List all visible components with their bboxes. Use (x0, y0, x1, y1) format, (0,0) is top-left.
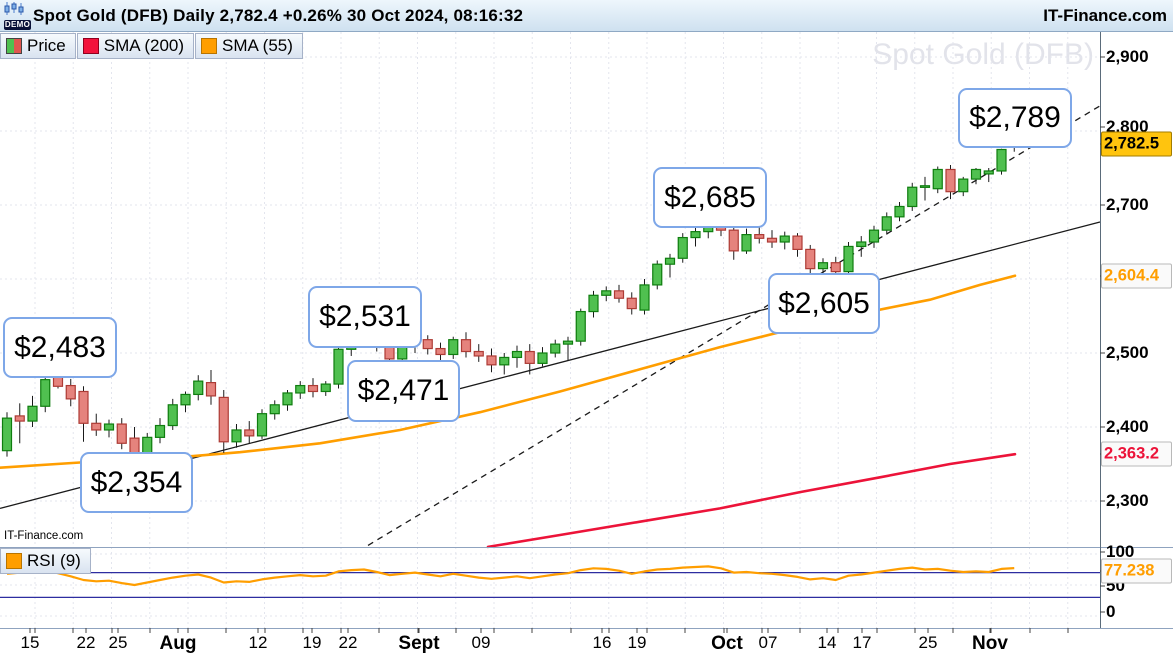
y-axis-tick: 2,500 (1106, 343, 1149, 362)
x-axis-month-label: Aug (159, 633, 197, 654)
pane-footnote: IT-Finance.com (1, 530, 87, 542)
x-axis-month-label: Sept (398, 633, 440, 654)
x-axis-day-label: 07 (758, 633, 778, 652)
rsi-axis-tick: 0 (1106, 602, 1116, 621)
legend-price-label: Price (27, 36, 66, 55)
x-axis-month-label: Oct (711, 633, 743, 654)
y-axis-tick: 2,800 (1106, 117, 1149, 136)
x-axis-month-label: Nov (972, 633, 1008, 654)
x-axis-day-label: 12 (248, 633, 268, 652)
header-bar: DEMO Spot Gold (DFB) Daily 2,782.4 +0.26… (0, 0, 1173, 32)
demo-candles-icon: DEMO (3, 2, 32, 30)
price-annotation[interactable]: $2,471 (347, 360, 460, 422)
price-annotation[interactable]: $2,483 (3, 317, 117, 378)
y-axis-tick: 2,900 (1106, 47, 1149, 66)
x-axis-day-label: 19 (627, 633, 647, 652)
rsi-legend-row: RSI (9) (0, 548, 91, 574)
y-axis-tick: 2,400 (1106, 417, 1149, 436)
x-axis-day-label: 15 (20, 633, 40, 652)
watermark: Spot Gold (DFB) (872, 38, 1094, 71)
price-annotation[interactable]: $2,605 (768, 273, 880, 334)
x-axis-day-label: 17 (852, 633, 872, 652)
legend-sma55[interactable]: SMA (55) (195, 33, 303, 59)
legend-sma55-label: SMA (55) (222, 36, 293, 55)
sma55-swatch-icon (201, 38, 218, 54)
x-axis-day-label: 14 (817, 633, 837, 652)
y-axis-tick: 2,700 (1106, 195, 1149, 214)
price-annotation[interactable]: $2,789 (958, 88, 1072, 148)
legend-sma200-label: SMA (200) (103, 36, 185, 55)
legend-sma200[interactable]: SMA (200) (76, 33, 195, 59)
sma200-swatch-icon (82, 38, 99, 54)
legend-rsi[interactable]: RSI (9) (0, 548, 91, 574)
rsi-value-label: 77.238 (1101, 558, 1172, 584)
price-annotation[interactable]: $2,531 (308, 286, 422, 348)
instrument-title: Spot Gold (DFB) Daily 2,782.4 +0.26% 30 … (33, 5, 524, 25)
price-annotation[interactable]: $2,354 (80, 452, 193, 513)
legend-price[interactable]: Price (0, 33, 76, 59)
x-axis-day-label: 19 (302, 633, 322, 652)
sma200-value-label: 2,363.2 (1101, 441, 1172, 467)
price-annotation[interactable]: $2,685 (653, 167, 767, 228)
y-axis-tick: 2,300 (1106, 491, 1149, 510)
x-axis-day-label: 22 (76, 633, 96, 652)
brand-link[interactable]: IT-Finance.com (1043, 5, 1167, 25)
x-axis-day-label: 16 (592, 633, 612, 652)
x-axis-day-label: 25 (918, 633, 938, 652)
demo-badge: DEMO (3, 20, 32, 30)
candle-swatch-icon (6, 38, 22, 54)
x-axis-day-label: 09 (471, 633, 491, 652)
x-axis-day-label: 22 (338, 633, 358, 652)
rsi-swatch-icon (6, 553, 22, 569)
legend-rsi-label: RSI (9) (27, 551, 81, 570)
last-price-label: 2,782.5 (1101, 131, 1172, 157)
sma55-value-label: 2,604.4 (1101, 263, 1172, 289)
mini-candlestick-icon (4, 2, 24, 15)
legend-row: Price SMA (200) SMA (55) (0, 33, 303, 59)
x-axis-day-label: 25 (108, 633, 128, 652)
rsi-axis-tick: 100 (1106, 542, 1135, 561)
